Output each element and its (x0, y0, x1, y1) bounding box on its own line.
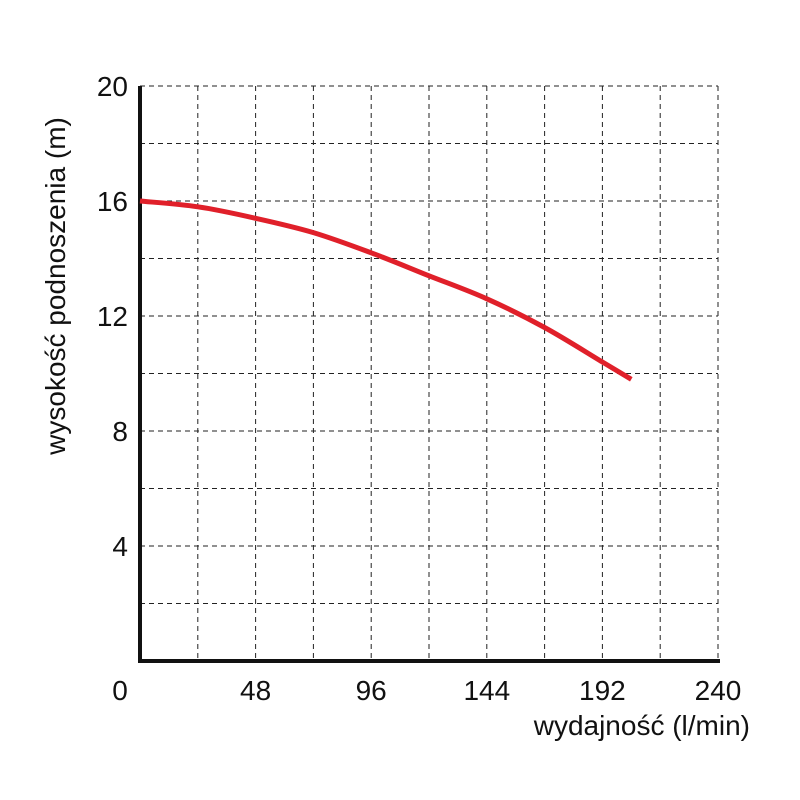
x-tick-label: 48 (240, 675, 271, 706)
y-tick-label: 16 (97, 186, 128, 217)
y-tick-label: 8 (112, 416, 128, 447)
x-tick-label: 0 (112, 675, 128, 706)
x-axis-title: wydajność (l/min) (533, 710, 750, 741)
y-tick-label: 12 (97, 301, 128, 332)
x-tick-label: 96 (356, 675, 387, 706)
grid (140, 85, 719, 661)
y-tick-label: 20 (97, 71, 128, 102)
axes (138, 86, 720, 663)
series-line (139, 198, 633, 382)
y-axis-title: wysokość podnoszenia (m) (40, 117, 71, 456)
series-layer (139, 198, 633, 382)
x-tick-label: 144 (463, 675, 510, 706)
x-tick-label: 240 (695, 675, 742, 706)
x-tick-label: 192 (579, 675, 626, 706)
y-tick-label: 4 (112, 531, 128, 562)
